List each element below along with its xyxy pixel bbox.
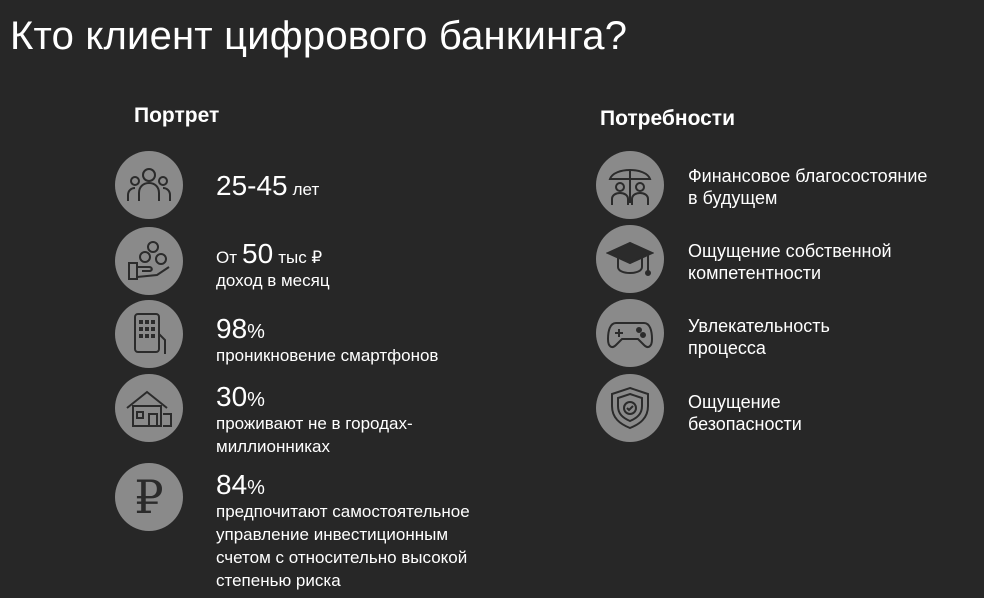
need-line: процесса xyxy=(688,338,766,358)
income-prefix: От xyxy=(216,248,238,267)
age-value: 25-45 xyxy=(216,170,288,201)
smartphones-unit: % xyxy=(247,321,265,343)
cities-value: 30 xyxy=(216,381,248,412)
need-line: Финансовое благосостояние xyxy=(688,166,928,186)
money-hand-icon xyxy=(115,227,183,295)
investing-unit: % xyxy=(247,477,265,499)
portrait-investing: 84% предпочитают самостоятельное управле… xyxy=(216,470,470,592)
investing-desc-line: управление инвестиционным xyxy=(216,525,449,544)
smartphones-value: 98 xyxy=(216,313,248,344)
income-desc: доход в месяц xyxy=(216,271,330,290)
portrait-smartphones: 98% проникновение смартфонов xyxy=(216,314,438,367)
investing-value: 84 xyxy=(216,469,248,500)
portrait-age: 25-45 лет xyxy=(216,171,319,201)
need-wellbeing: Финансовое благосостояние в будущем xyxy=(688,165,927,209)
investing-desc-line: счетом с относительно высокой xyxy=(216,548,468,567)
page-title: Кто клиент цифрового банкинга? xyxy=(10,14,628,58)
need-security: Ощущение безопасности xyxy=(688,391,802,435)
need-line: в будущем xyxy=(688,188,778,208)
house-icon xyxy=(115,374,183,442)
family-umbrella-icon xyxy=(596,151,664,219)
graduation-cap-icon xyxy=(596,225,664,293)
portrait-income: От 50 тыс ₽ доход в месяц xyxy=(216,239,330,292)
need-line: Ощущение собственной xyxy=(688,241,892,261)
shield-check-icon xyxy=(596,374,664,442)
need-line: Увлекательность xyxy=(688,316,830,336)
smartphones-desc: проникновение смартфонов xyxy=(216,346,439,365)
need-competence: Ощущение собственной компетентности xyxy=(688,240,892,284)
cities-desc-line: миллионниках xyxy=(216,437,331,456)
smartphone-hand-icon xyxy=(115,300,183,368)
need-line: компетентности xyxy=(688,263,822,283)
income-value: 50 xyxy=(242,238,274,269)
gamepad-icon xyxy=(596,299,664,367)
investing-desc-line: предпочитают самостоятельное xyxy=(216,502,470,521)
age-unit: лет xyxy=(292,180,320,199)
investing-desc-line: степенью риска xyxy=(216,571,341,590)
cities-desc-line: проживают не в городах- xyxy=(216,414,413,433)
cities-unit: % xyxy=(247,389,265,411)
portrait-cities: 30% проживают не в городах- миллионниках xyxy=(216,382,413,458)
need-line: Ощущение xyxy=(688,392,781,412)
portrait-heading: Портрет xyxy=(134,104,220,127)
needs-heading: Потребности xyxy=(600,107,735,130)
need-engagement: Увлекательность процесса xyxy=(688,315,830,359)
ruble-icon: ₽ xyxy=(115,463,183,531)
income-unit: тыс ₽ xyxy=(278,248,323,267)
people-group-icon xyxy=(115,151,183,219)
need-line: безопасности xyxy=(688,414,802,434)
